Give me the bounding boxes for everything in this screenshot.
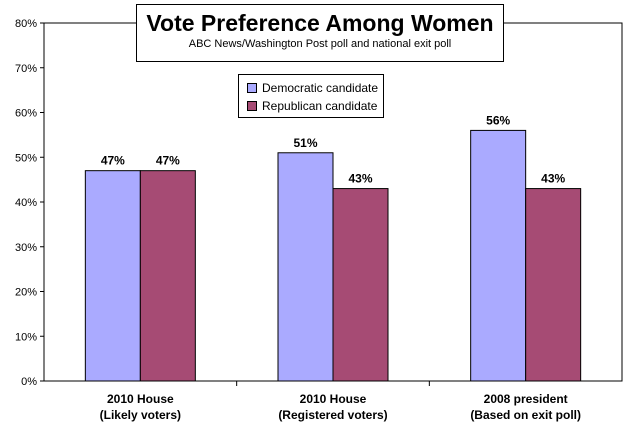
y-tick-label: 30% xyxy=(15,242,37,254)
x-category-label: 2010 House xyxy=(107,392,174,406)
x-category-label: (Registered voters) xyxy=(278,408,387,422)
y-tick-label: 10% xyxy=(15,331,37,343)
data-label: 43% xyxy=(541,172,565,186)
chart-title-box: Vote Preference Among Women ABC News/Was… xyxy=(136,4,504,62)
data-label: 56% xyxy=(486,113,510,127)
chart-subtitle: ABC News/Washington Post poll and nation… xyxy=(188,38,452,50)
x-category-label: 2008 president xyxy=(484,392,568,406)
data-label: 43% xyxy=(348,172,372,186)
data-label: 47% xyxy=(156,154,180,168)
x-category-label: (Based on exit poll) xyxy=(470,408,581,422)
bar xyxy=(470,129,527,382)
x-category-label: (Likely voters) xyxy=(100,408,181,422)
y-tick-label: 0% xyxy=(21,376,37,388)
y-tick-label: 40% xyxy=(15,197,37,209)
y-tick-label: 80% xyxy=(15,18,37,30)
y-tick-label: 60% xyxy=(15,108,37,120)
legend-label-democratic: Democratic candidate xyxy=(262,81,379,95)
chart-legend: Democratic candidate Republican candidat… xyxy=(238,74,384,118)
x-category-label: 2010 House xyxy=(300,392,367,406)
bar xyxy=(525,188,582,382)
y-tick-label: 70% xyxy=(15,63,37,75)
legend-swatch-democratic xyxy=(247,83,257,93)
legend-item-democratic: Democratic candidate xyxy=(247,79,383,97)
data-label: 51% xyxy=(293,136,317,150)
chart-title: Vote Preference Among Women xyxy=(146,10,494,36)
bar xyxy=(139,170,196,382)
legend-label-republican: Republican candidate xyxy=(262,99,378,113)
data-label: 47% xyxy=(101,154,125,168)
y-tick-label: 20% xyxy=(15,287,37,299)
bar xyxy=(84,170,141,382)
legend-item-republican: Republican candidate xyxy=(247,97,383,115)
bar xyxy=(277,152,334,382)
legend-swatch-republican xyxy=(247,101,257,111)
bar xyxy=(332,188,389,382)
y-tick-label: 50% xyxy=(15,152,37,164)
